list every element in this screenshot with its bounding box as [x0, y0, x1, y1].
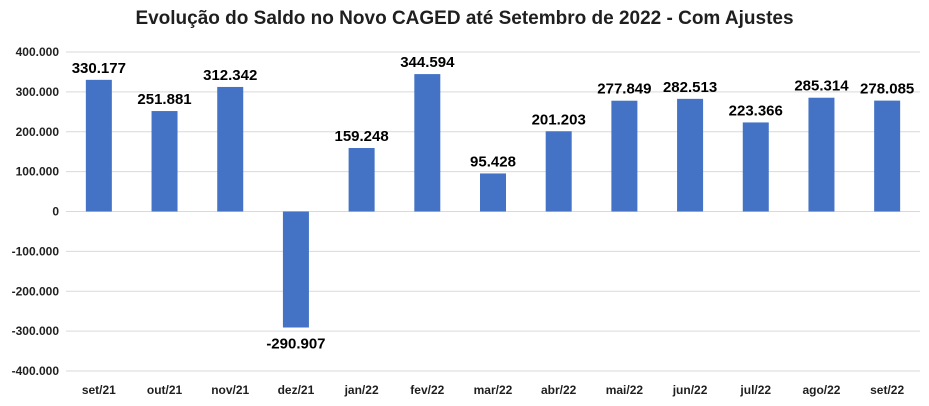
y-tick-label: -200.000: [12, 284, 60, 298]
x-tick-label: mar/22: [474, 383, 513, 397]
x-tick-label: set/21: [82, 383, 116, 397]
chart-title: Evolução do Saldo no Novo CAGED até Sete…: [135, 8, 794, 29]
y-axis-tick-labels: 400.000 300.000 200.000 100.000 0 -100.000 -20…: [12, 45, 60, 378]
data-label: 344.594: [400, 54, 455, 71]
data-label: 251.881: [137, 91, 191, 108]
data-label: -290.907: [266, 335, 325, 352]
x-tick-label: mai/22: [606, 383, 644, 397]
x-tick-label: jul/22: [739, 383, 771, 397]
data-label: 159.248: [334, 128, 388, 145]
data-label: 282.513: [663, 79, 717, 96]
bar: [677, 98, 704, 212]
data-label: 330.177: [72, 60, 126, 77]
data-label: 312.342: [203, 67, 257, 84]
x-tick-label: jan/22: [344, 383, 379, 397]
bar: [151, 111, 178, 212]
bar: [348, 147, 375, 212]
bar: [85, 79, 112, 212]
data-label: 223.366: [729, 102, 783, 119]
x-tick-label: abr/22: [541, 383, 577, 397]
data-label: 277.849: [597, 81, 651, 98]
x-tick-label: out/21: [147, 383, 183, 397]
bar: [217, 86, 244, 212]
data-label: 201.203: [532, 111, 586, 128]
bar: [808, 97, 835, 212]
bar: [414, 74, 441, 212]
bar: [282, 211, 309, 328]
data-label: 285.314: [794, 78, 849, 95]
bars: [85, 74, 901, 328]
data-labels: 330.177 251.881 312.342 -290.907 159.248 344.…: [72, 54, 915, 352]
x-tick-label: nov/21: [211, 383, 249, 397]
y-tick-label: 100.000: [16, 165, 60, 179]
y-tick-label: -100.000: [12, 244, 60, 258]
x-tick-label: set/22: [870, 383, 904, 397]
data-label: 95.428: [470, 153, 516, 170]
x-tick-label: jun/22: [672, 383, 708, 397]
x-axis-tick-labels: set/21 out/21 nov/21 dez/21 jan/22 fev/22 mar/…: [82, 383, 905, 397]
y-tick-label: 0: [52, 205, 59, 219]
bar: [874, 100, 901, 212]
x-tick-label: fev/22: [410, 383, 444, 397]
bar: [611, 100, 638, 212]
bar: [545, 131, 572, 212]
y-tick-label: -300.000: [12, 324, 60, 338]
x-tick-label: ago/22: [802, 383, 840, 397]
y-tick-label: 400.000: [16, 45, 60, 59]
y-tick-label: 300.000: [16, 85, 60, 99]
bar: [742, 122, 769, 212]
data-label: 278.085: [860, 81, 914, 98]
y-tick-label: 200.000: [16, 125, 60, 139]
bar: [480, 173, 506, 212]
x-tick-label: dez/21: [278, 383, 315, 397]
y-tick-label: -400.000: [12, 364, 60, 378]
